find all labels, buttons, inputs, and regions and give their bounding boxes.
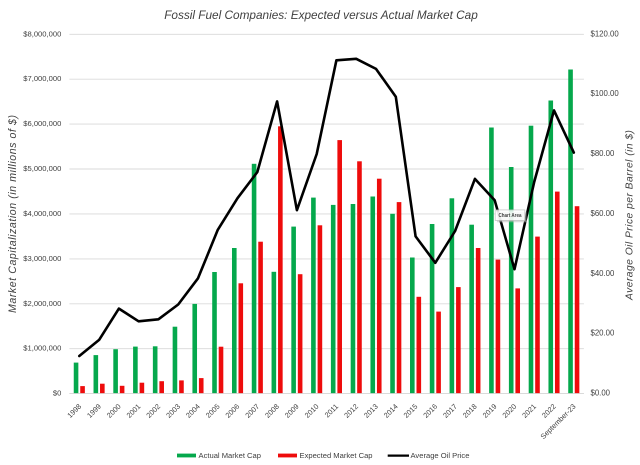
svg-text:$4,000,000: $4,000,000 bbox=[23, 209, 61, 218]
svg-text:$2,000,000: $2,000,000 bbox=[23, 299, 61, 308]
svg-text:$120.00: $120.00 bbox=[591, 29, 620, 38]
svg-text:$80.00: $80.00 bbox=[591, 149, 616, 158]
svg-text:Average Oil Price per Barrel (: Average Oil Price per Barrel (in $) bbox=[625, 130, 636, 301]
svg-text:Expected Market Cap: Expected Market Cap bbox=[300, 451, 373, 460]
svg-text:$0.00: $0.00 bbox=[591, 389, 611, 398]
svg-text:Average Oil Price: Average Oil Price bbox=[411, 451, 470, 460]
svg-text:$60.00: $60.00 bbox=[591, 209, 616, 218]
svg-text:$100.00: $100.00 bbox=[591, 89, 620, 98]
svg-text:$7,000,000: $7,000,000 bbox=[23, 74, 61, 83]
svg-text:Fossil Fuel Companies: Expecte: Fossil Fuel Companies: Expected versus A… bbox=[164, 8, 478, 22]
svg-text:$0: $0 bbox=[53, 389, 61, 398]
svg-text:$20.00: $20.00 bbox=[591, 329, 616, 338]
svg-text:$1,000,000: $1,000,000 bbox=[23, 344, 61, 353]
svg-text:$6,000,000: $6,000,000 bbox=[23, 119, 61, 128]
svg-text:$40.00: $40.00 bbox=[591, 269, 616, 278]
svg-text:Actual Market Cap: Actual Market Cap bbox=[199, 451, 261, 460]
svg-text:$8,000,000: $8,000,000 bbox=[23, 29, 61, 38]
svg-text:$3,000,000: $3,000,000 bbox=[23, 254, 61, 263]
svg-text:Chart Area: Chart Area bbox=[499, 213, 522, 219]
svg-text:Market Capitalization (in mill: Market Capitalization (in millions of $) bbox=[7, 115, 19, 313]
svg-text:$5,000,000: $5,000,000 bbox=[23, 164, 61, 173]
